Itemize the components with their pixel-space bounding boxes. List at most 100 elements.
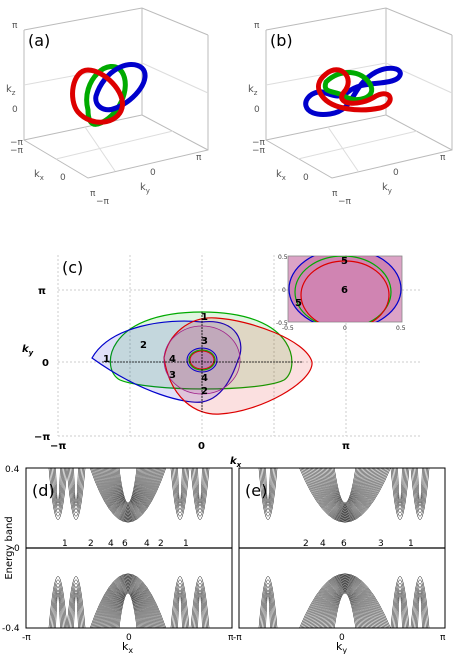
band-line [50,468,66,517]
inset-ytick: 0.5 [278,254,288,261]
band-line [192,579,208,628]
x-tick-left: −π [252,146,266,156]
band-line [321,585,369,628]
band-line [303,575,387,628]
band-line [319,584,371,628]
band-line [393,582,407,628]
band-line [103,468,153,514]
y-tick-right: π [440,153,446,163]
panel-c: (c) π 0 −π −π 0 π ky kx [22,254,420,469]
x-tick-right: π [90,189,96,199]
band-line [89,468,167,523]
xtick-e: 0 [339,633,345,643]
inset: 0.5 0 -0.5 -0.5 0 0.5 5 6 5 [276,254,406,332]
band-line [69,468,83,514]
region-number: 4 [169,354,176,365]
panel-b: (b) π 0 −π −π 0 π −π 0 π kz kx ky [248,7,453,207]
region-number: 2 [140,340,147,351]
band-line [413,582,427,628]
band-line [321,468,369,511]
zero-number: 4 [108,539,114,549]
band-line [110,587,146,628]
ylabel-ky: ky [22,344,34,357]
axis-label-kx: kx [34,169,44,182]
band-line [173,582,187,628]
band-line [265,468,271,504]
band-line [50,579,66,628]
band-line [299,468,391,523]
box-b [265,7,453,179]
x-tick-right: π [332,189,338,199]
band-line [197,468,203,504]
box-a [23,7,209,179]
y-tick-left: −π [96,197,110,207]
xlabel-kx: kx [230,456,242,469]
band-line [68,468,84,517]
band-line [108,468,148,511]
band-line [301,468,389,522]
zero-number: 2 [88,539,94,549]
x-tick-left: −π [10,146,24,156]
band-line [104,468,152,513]
band-line [318,468,372,512]
zero-number: 4 [320,539,326,549]
z-tick-top: π [254,21,260,31]
band-line [193,468,207,514]
band-line [413,468,427,514]
ytick-d: 0.4 [5,465,20,475]
band-line [173,468,187,514]
band-line [55,592,61,628]
band-line [103,582,153,628]
loop-green-b [322,70,375,102]
band-line [51,468,65,514]
panel-label-e: (e) [245,481,267,500]
panel-label-a: (a) [28,31,50,50]
band-line [73,592,79,628]
band-line [108,585,148,628]
zero-number: 6 [122,539,128,549]
panel-e: (e) -π 0 π ky 2 4 6 3 1 [233,467,446,654]
loop-blue-b [303,65,403,117]
panel-label-d: (d) [32,481,55,500]
region-number: 2 [201,386,208,397]
band-line [304,468,386,520]
xlabel-e: ky [336,640,347,654]
region-number: 3 [201,336,208,347]
loop-red-a [70,67,125,125]
ytick-d: -0.4 [2,624,20,634]
band-line [107,585,149,628]
band-line [301,574,389,628]
band-line [397,468,403,504]
y-tick-mid: 0 [150,168,156,178]
band-line [265,592,271,628]
loop-red-b [316,67,393,113]
zero-number: 2 [303,539,309,549]
band-line [392,579,408,628]
y-tick-mid: 0 [393,168,399,178]
band-line [261,582,275,628]
band-line [260,468,276,517]
ytick-neg-pi: −π [34,432,50,443]
z-tick-top: π [12,21,18,31]
band-line [177,592,183,628]
band-line [89,573,167,628]
xtick-d: -π [22,633,31,643]
xtick-zero: 0 [198,441,205,452]
axis-label-ky: ky [382,182,392,195]
band-line [303,468,387,521]
band-line [92,575,164,628]
axis-label-kz: kz [6,84,16,97]
region-number: 3 [169,370,176,381]
band-line [92,468,164,521]
zero-number: 6 [341,539,347,549]
axis-label-kx: kx [276,169,286,182]
band-line [323,468,367,509]
inset-region-number: 6 [341,285,348,296]
xtick-d: 0 [126,633,132,643]
band-line [417,468,423,504]
band-line [106,584,150,628]
band-line [177,468,183,504]
band-line [91,468,165,522]
xtick-neg-pi: −π [50,441,66,452]
